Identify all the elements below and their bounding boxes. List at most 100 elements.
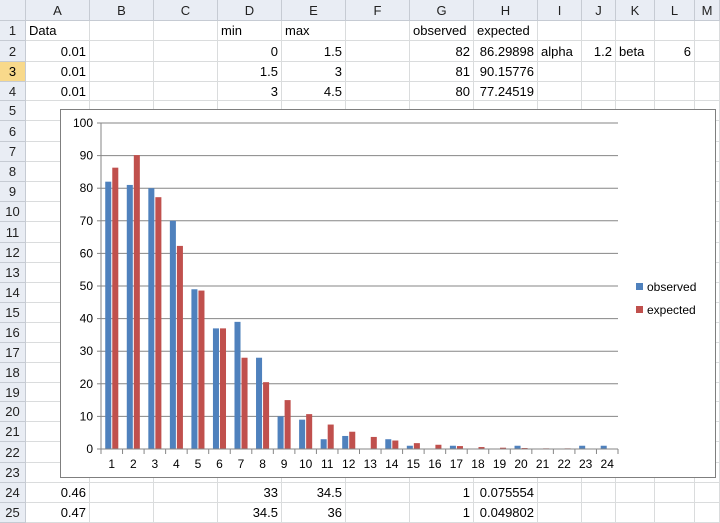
cell-i25[interactable] xyxy=(538,503,582,523)
cell-l24[interactable] xyxy=(655,483,695,503)
cell-j1[interactable] xyxy=(582,21,616,41)
cell-j24[interactable] xyxy=(582,483,616,503)
cell-g3[interactable]: 81 xyxy=(410,62,474,82)
cell-i4[interactable] xyxy=(538,82,582,101)
cell-m2[interactable] xyxy=(695,41,720,62)
cell-a25[interactable]: 0.47 xyxy=(26,503,90,523)
cell-g2[interactable]: 82 xyxy=(410,41,474,62)
cell-b2[interactable] xyxy=(90,41,154,62)
row-header-16[interactable]: 16 xyxy=(0,323,26,343)
cell-a24[interactable]: 0.46 xyxy=(26,483,90,503)
row-header-20[interactable]: 20 xyxy=(0,402,26,422)
row-header-2[interactable]: 2 xyxy=(0,41,26,62)
row-header-19[interactable]: 19 xyxy=(0,383,26,402)
cell-d25[interactable]: 34.5 xyxy=(218,503,282,523)
column-header-b[interactable]: B xyxy=(90,0,154,21)
column-header-g[interactable]: G xyxy=(410,0,474,21)
cell-k1[interactable] xyxy=(616,21,655,41)
column-header-k[interactable]: K xyxy=(616,0,655,21)
row-header-17[interactable]: 17 xyxy=(0,343,26,363)
cell-a2[interactable]: 0.01 xyxy=(26,41,90,62)
column-header-i[interactable]: I xyxy=(538,0,582,21)
legend-item-observed[interactable]: observed xyxy=(636,275,696,298)
cell-g25[interactable]: 1 xyxy=(410,503,474,523)
cell-d2[interactable]: 0 xyxy=(218,41,282,62)
cell-l2[interactable]: 6 xyxy=(655,41,695,62)
cell-d24[interactable]: 33 xyxy=(218,483,282,503)
column-header-d[interactable]: D xyxy=(218,0,282,21)
cell-l3[interactable] xyxy=(655,62,695,82)
column-header-c[interactable]: C xyxy=(154,0,218,21)
cell-c4[interactable] xyxy=(154,82,218,101)
cell-m3[interactable] xyxy=(695,62,720,82)
cell-g24[interactable]: 1 xyxy=(410,483,474,503)
cell-g4[interactable]: 80 xyxy=(410,82,474,101)
row-header-5[interactable]: 5 xyxy=(0,101,26,121)
cell-h4[interactable]: 77.24519 xyxy=(474,82,538,101)
cell-c25[interactable] xyxy=(154,503,218,523)
cell-k3[interactable] xyxy=(616,62,655,82)
row-header-8[interactable]: 8 xyxy=(0,162,26,182)
cell-j25[interactable] xyxy=(582,503,616,523)
cell-d3[interactable]: 1.5 xyxy=(218,62,282,82)
row-header-24[interactable]: 24 xyxy=(0,483,26,503)
cell-f1[interactable] xyxy=(346,21,410,41)
cell-a1[interactable]: Data xyxy=(26,21,90,41)
column-header-m[interactable]: M xyxy=(695,0,720,21)
row-header-14[interactable]: 14 xyxy=(0,283,26,303)
row-header-6[interactable]: 6 xyxy=(0,121,26,142)
cell-b1[interactable] xyxy=(90,21,154,41)
cell-k25[interactable] xyxy=(616,503,655,523)
cell-j3[interactable] xyxy=(582,62,616,82)
cell-l4[interactable] xyxy=(655,82,695,101)
cell-c3[interactable] xyxy=(154,62,218,82)
cell-e2[interactable]: 1.5 xyxy=(282,41,346,62)
cell-g1[interactable]: observed xyxy=(410,21,474,41)
row-header-4[interactable]: 4 xyxy=(0,82,26,101)
row-header-15[interactable]: 15 xyxy=(0,303,26,323)
cell-e4[interactable]: 4.5 xyxy=(282,82,346,101)
cell-h1[interactable]: expected xyxy=(474,21,538,41)
column-header-e[interactable]: E xyxy=(282,0,346,21)
cell-b24[interactable] xyxy=(90,483,154,503)
cell-h2[interactable]: 86.29898 xyxy=(474,41,538,62)
cell-a3[interactable]: 0.01 xyxy=(26,62,90,82)
column-header-h[interactable]: H xyxy=(474,0,538,21)
cell-e1[interactable]: max xyxy=(282,21,346,41)
row-header-25[interactable]: 25 xyxy=(0,503,26,523)
cell-i1[interactable] xyxy=(538,21,582,41)
cell-i3[interactable] xyxy=(538,62,582,82)
cell-b4[interactable] xyxy=(90,82,154,101)
cell-h3[interactable]: 90.15776 xyxy=(474,62,538,82)
cell-m4[interactable] xyxy=(695,82,720,101)
cell-m1[interactable] xyxy=(695,21,720,41)
select-all-corner[interactable] xyxy=(0,0,26,21)
cell-b3[interactable] xyxy=(90,62,154,82)
cell-c24[interactable] xyxy=(154,483,218,503)
row-header-13[interactable]: 13 xyxy=(0,263,26,283)
cell-e3[interactable]: 3 xyxy=(282,62,346,82)
cell-f4[interactable] xyxy=(346,82,410,101)
row-header-12[interactable]: 12 xyxy=(0,243,26,263)
column-header-f[interactable]: F xyxy=(346,0,410,21)
cell-l25[interactable] xyxy=(655,503,695,523)
row-header-7[interactable]: 7 xyxy=(0,142,26,162)
cell-d1[interactable]: min xyxy=(218,21,282,41)
cell-d4[interactable]: 3 xyxy=(218,82,282,101)
cell-m25[interactable] xyxy=(695,503,720,523)
row-header-22[interactable]: 22 xyxy=(0,442,26,463)
column-header-j[interactable]: J xyxy=(582,0,616,21)
cell-a4[interactable]: 0.01 xyxy=(26,82,90,101)
cell-i24[interactable] xyxy=(538,483,582,503)
row-header-3[interactable]: 3 xyxy=(0,62,26,82)
cell-f2[interactable] xyxy=(346,41,410,62)
cell-j2[interactable]: 1.2 xyxy=(582,41,616,62)
cell-l1[interactable] xyxy=(655,21,695,41)
row-header-11[interactable]: 11 xyxy=(0,222,26,243)
row-header-21[interactable]: 21 xyxy=(0,422,26,442)
cell-b25[interactable] xyxy=(90,503,154,523)
column-header-l[interactable]: L xyxy=(655,0,695,21)
cell-k2[interactable]: beta xyxy=(616,41,655,62)
